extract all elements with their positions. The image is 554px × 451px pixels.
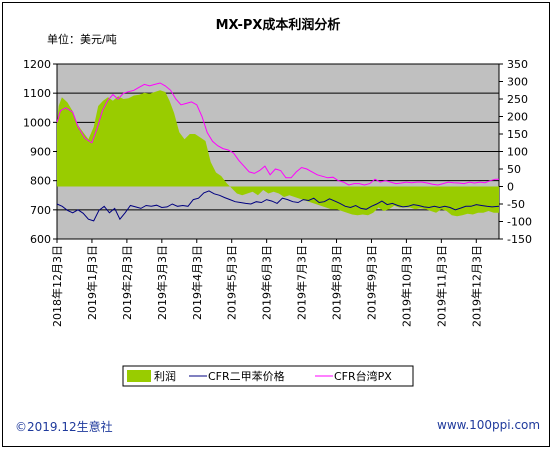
right-tick-label: -100 bbox=[507, 216, 532, 229]
x-tick-label: 2019年10月3日 bbox=[399, 245, 413, 327]
right-tick-label: 100 bbox=[507, 146, 528, 159]
right-tick-label: 0 bbox=[507, 181, 514, 194]
legend-label-xylene: CFR二甲苯价格 bbox=[208, 369, 285, 383]
x-tick-label: 2019年4月3日 bbox=[190, 245, 204, 320]
copyright-text: ©2019.12生意社 bbox=[15, 420, 113, 434]
legend-box bbox=[122, 365, 414, 387]
right-tick-label: 150 bbox=[507, 128, 528, 141]
right-tick-label: 350 bbox=[507, 58, 528, 71]
legend-label-profit: 利润 bbox=[154, 369, 176, 383]
left-tick-label: 600 bbox=[30, 233, 51, 246]
right-tick-label: 250 bbox=[507, 93, 528, 106]
right-tick-label: 200 bbox=[507, 111, 528, 124]
x-axis-ticks: 2018年12月3日 2019年1月3日 2019年2月3日 2019年3月3日 201… bbox=[50, 239, 483, 327]
website-text: www.100ppi.com bbox=[437, 418, 541, 432]
x-tick-label: 2019年9月3日 bbox=[364, 245, 378, 320]
right-tick-label: 300 bbox=[507, 76, 528, 89]
left-tick-label: 1200 bbox=[23, 58, 51, 71]
legend: 利润 CFR二甲苯价格 CFR台湾PX bbox=[127, 369, 392, 383]
legend-label-px: CFR台湾PX bbox=[334, 369, 392, 383]
price-lines-layer bbox=[56, 82, 500, 222]
right-tick-label: -50 bbox=[507, 198, 525, 211]
left-tick-label: 1000 bbox=[23, 116, 51, 129]
x-tick-label: 2019年5月3日 bbox=[225, 245, 239, 320]
left-tick-label: 800 bbox=[30, 175, 51, 188]
right-axis-ticks: -150 -100 -50 0 50 100 150 200 250 300 350 bbox=[499, 58, 532, 246]
x-tick-label: 2018年12月3日 bbox=[50, 245, 64, 327]
unit-label: 单位：美元/吨 bbox=[47, 32, 117, 46]
x-tick-label: 2019年11月3日 bbox=[434, 245, 448, 327]
left-tick-label: 900 bbox=[30, 146, 51, 159]
chart-frame: MX-PX成本利润分析 单位：美元/吨 600 700 800 900 1000 1100… bbox=[2, 2, 550, 447]
left-axis-ticks: 600 700 800 900 1000 1100 1200 bbox=[23, 58, 57, 246]
series-area-profit bbox=[57, 90, 499, 217]
series-line-2 bbox=[56, 82, 499, 186]
series-line-1 bbox=[56, 190, 500, 222]
left-tick-label: 700 bbox=[30, 204, 51, 217]
right-tick-label: 50 bbox=[507, 163, 521, 176]
x-tick-label: 2019年12月3日 bbox=[469, 245, 483, 327]
x-tick-label: 2019年2月3日 bbox=[120, 245, 134, 320]
x-tick-label: 2019年8月3日 bbox=[330, 245, 344, 320]
x-tick-label: 2019年3月3日 bbox=[155, 245, 169, 320]
chart: MX-PX成本利润分析 单位：美元/吨 60070080090010001100… bbox=[23, 17, 532, 387]
chart-title: MX-PX成本利润分析 bbox=[216, 17, 341, 33]
x-tick-label: 2019年6月3日 bbox=[260, 245, 274, 320]
legend-swatch-profit bbox=[127, 370, 151, 382]
right-tick-label: -150 bbox=[507, 233, 532, 246]
x-tick-label: 2019年7月3日 bbox=[295, 245, 309, 320]
x-tick-label: 2019年1月3日 bbox=[85, 245, 99, 320]
profit-area-layer bbox=[57, 90, 499, 217]
left-tick-label: 1100 bbox=[23, 87, 51, 100]
